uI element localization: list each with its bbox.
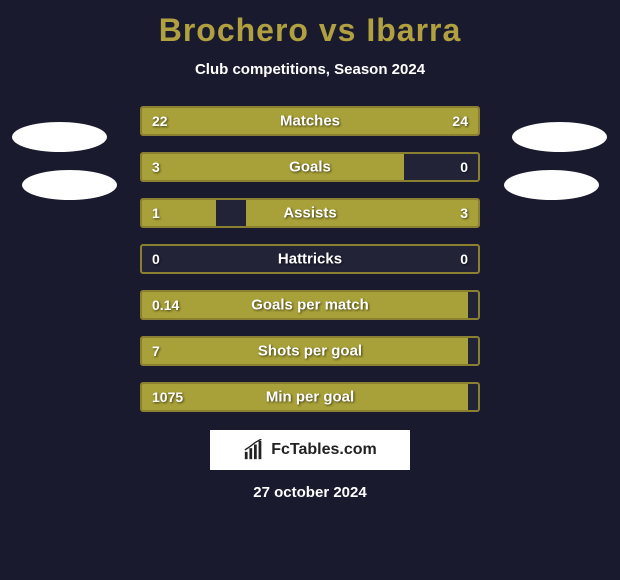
date-text: 27 october 2024 [0, 484, 620, 501]
stat-row: 7Shots per goal [140, 336, 480, 366]
stat-row: 13Assists [140, 198, 480, 228]
stat-row: 30Goals [140, 152, 480, 182]
stat-row: 1075Min per goal [140, 382, 480, 412]
team-badge-oval [12, 122, 107, 152]
logo-text: FcTables.com [271, 441, 377, 459]
stat-label: Hattricks [142, 251, 478, 268]
team-badge-oval [512, 122, 607, 152]
stat-row: 00Hattricks [140, 244, 480, 274]
stat-label: Goals [142, 159, 478, 176]
stat-label: Assists [142, 205, 478, 222]
team-badge-oval [22, 170, 117, 200]
subtitle: Club competitions, Season 2024 [0, 61, 620, 78]
stat-row: 0.14Goals per match [140, 290, 480, 320]
page-title: Brochero vs Ibarra [0, 0, 620, 49]
stat-label: Goals per match [142, 297, 478, 314]
fctables-logo[interactable]: FcTables.com [210, 430, 410, 470]
chart-bars-icon [243, 439, 265, 461]
stat-label: Min per goal [142, 389, 478, 406]
stat-label: Matches [142, 113, 478, 130]
stat-label: Shots per goal [142, 343, 478, 360]
stat-row: 2224Matches [140, 106, 480, 136]
team-badge-oval [504, 170, 599, 200]
stats-bars-area: 2224Matches 30Goals 13Assists 00Hattricks 0.… [140, 106, 480, 412]
